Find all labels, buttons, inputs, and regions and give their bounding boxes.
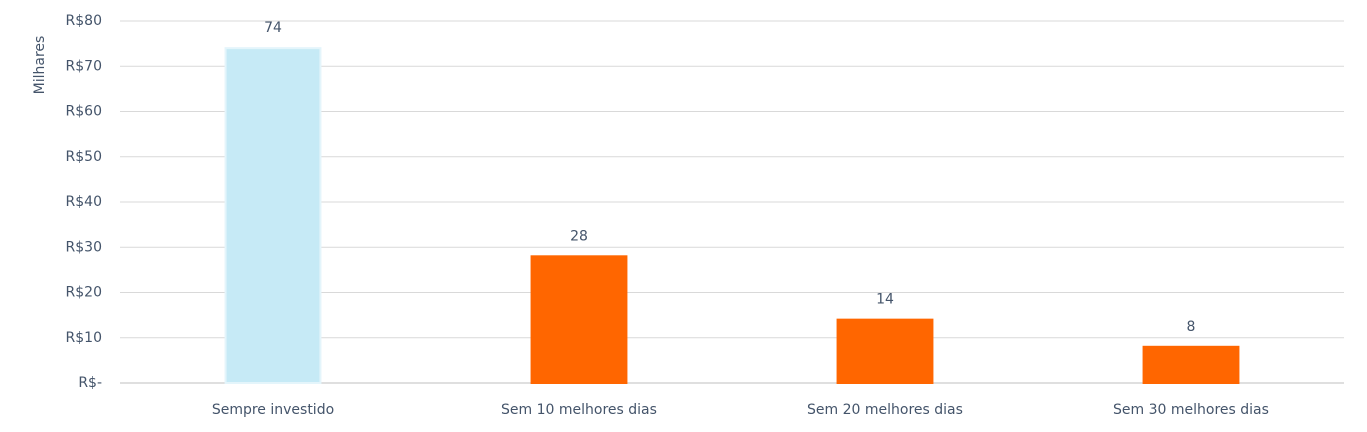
- data-label: 8: [1187, 319, 1196, 335]
- y-axis-title: Milhares: [32, 36, 48, 95]
- y-tick-label: R$80: [66, 13, 102, 29]
- y-tick-label: R$10: [66, 330, 102, 346]
- y-tick-label: R$30: [66, 239, 102, 255]
- y-tick-label: R$-: [78, 375, 102, 391]
- y-tick-label: R$70: [66, 58, 102, 74]
- y-tick-label: R$50: [66, 149, 102, 165]
- x-tick-label: Sem 20 melhores dias: [807, 402, 963, 418]
- bar: [1142, 345, 1240, 384]
- y-tick-label: R$20: [66, 285, 102, 301]
- y-tick-label: R$40: [66, 194, 102, 210]
- x-tick-label: Sempre investido: [212, 402, 334, 418]
- x-tick-label: Sem 10 melhores dias: [501, 402, 657, 418]
- data-label: 14: [876, 292, 894, 308]
- data-label: 28: [570, 228, 588, 244]
- y-tick-label: R$60: [66, 104, 102, 120]
- bar: [836, 318, 934, 384]
- bar: [530, 255, 628, 384]
- data-label: 74: [264, 20, 282, 36]
- bar: [224, 47, 322, 385]
- x-tick-label: Sem 30 melhores dias: [1113, 402, 1269, 418]
